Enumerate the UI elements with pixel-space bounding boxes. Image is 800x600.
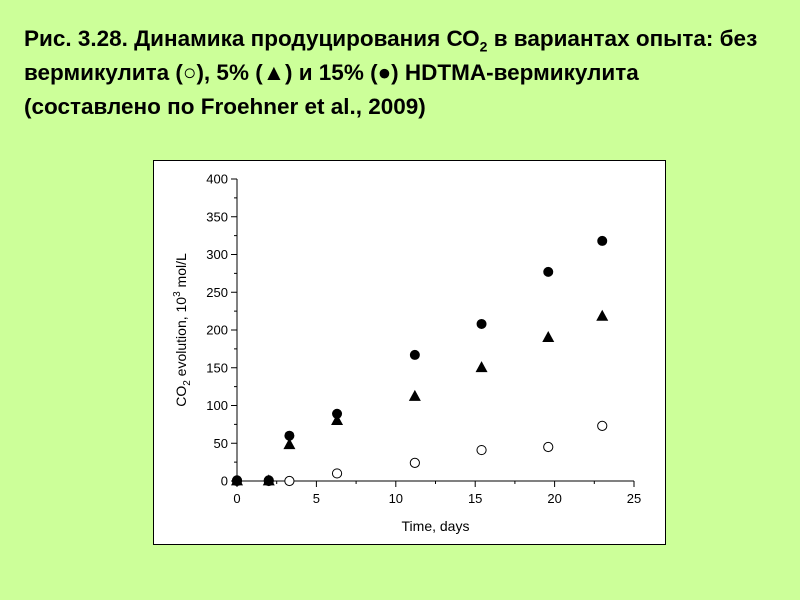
y-tick-label: 0 <box>221 474 228 489</box>
x-tick-label: 0 <box>233 491 240 506</box>
x-tick-label: 20 <box>547 491 561 506</box>
x-tick-label: 15 <box>468 491 482 506</box>
x-tick-label: 25 <box>627 491 641 506</box>
data-point-filled-triangle <box>283 438 296 450</box>
data-point-open-circle <box>543 441 554 453</box>
data-point-filled-circle <box>543 266 554 277</box>
figure-caption: Рис. 3.28. Динамика продуцирования СО2 в… <box>24 22 764 124</box>
data-point-filled-triangle <box>475 361 488 373</box>
data-point-filled-triangle <box>408 389 421 401</box>
y-axis-label-superscript: 3 <box>172 291 183 297</box>
y-tick-label: 150 <box>206 360 228 375</box>
y-axis-label: CO2 evolution, 103 mol/L <box>172 253 193 407</box>
y-axis-label-subscript: 2 <box>182 380 193 386</box>
data-point-filled-circle <box>263 475 274 486</box>
chart-figure: 0 5 10 15 20 25 0 50 100 150 200 250 300 350 400 Time,… <box>153 160 666 545</box>
data-point-open-circle <box>409 457 420 468</box>
x-tick-label: 10 <box>389 491 403 506</box>
y-tick-label: 50 <box>214 436 228 451</box>
caption-text-part1: Рис. 3.28. Динамика продуцирования СО <box>24 26 480 51</box>
data-point-filled-circle <box>332 408 343 419</box>
data-point-open-circle <box>331 468 343 479</box>
data-point-filled-triangle <box>542 330 555 342</box>
y-tick-label: 300 <box>206 247 228 262</box>
y-tick-label: 400 <box>206 172 228 187</box>
y-axis-label-prefix: CO <box>173 386 189 407</box>
y-axis-label-middle: evolution, 10 <box>173 297 189 380</box>
chart-marks <box>231 235 609 487</box>
data-point-filled-circle <box>409 349 420 360</box>
y-tick-label: 200 <box>206 323 228 338</box>
caption-text-part2: в вариантах опыта: без вермикулита (○), … <box>24 26 758 119</box>
y-tick-label: 250 <box>206 285 228 300</box>
data-point-open-circle <box>284 475 295 487</box>
data-point-filled-circle <box>232 475 242 486</box>
y-tick-label: 100 <box>206 398 228 413</box>
data-point-filled-circle <box>476 318 487 329</box>
data-point-filled-circle <box>597 235 608 246</box>
data-point-filled-triangle <box>596 309 609 321</box>
x-axis-label: Time, days <box>402 518 470 534</box>
y-tick-label: 350 <box>206 209 228 224</box>
y-axis-label-suffix: mol/L <box>173 253 189 291</box>
data-point-filled-circle <box>284 430 295 441</box>
data-point-open-circle <box>476 444 487 456</box>
data-point-filled-triangle <box>331 414 344 425</box>
x-tick-label: 5 <box>313 491 320 506</box>
data-point-open-circle <box>597 420 608 431</box>
caption-subscript: 2 <box>479 38 488 55</box>
